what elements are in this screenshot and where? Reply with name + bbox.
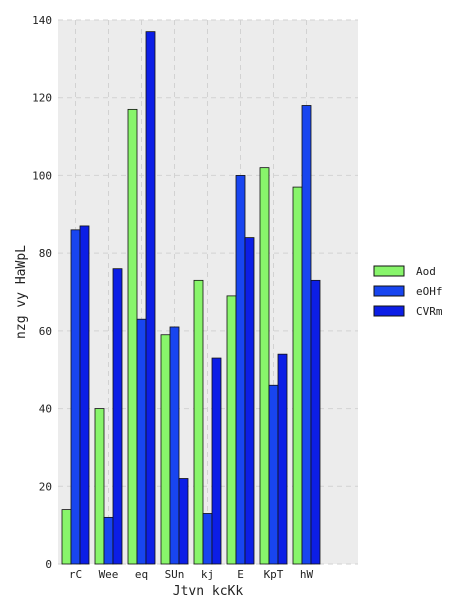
bar-cvrm-sun [178,478,189,565]
bar-aod-kj [193,279,204,565]
legend-swatch-cvrm [373,305,405,317]
y-tick-label: 100 [32,169,52,182]
legend-swatch-eohf [373,285,405,297]
bar-eohf-wee [103,516,114,565]
x-tick-label: rC [69,568,82,581]
bar-eohf-kj [202,513,213,565]
bar-eohf-kpt [268,384,279,565]
legend-label-cvrm: CVRm [416,305,443,318]
y-tick-label: 20 [39,480,52,493]
y-axis-label: nzg vy HaWpL [14,245,29,339]
bar-cvrm-e [244,237,255,565]
x-tick-label: KpT [264,568,284,581]
bar-cvrm-rc [79,225,90,565]
x-tick-label: eq [135,568,148,581]
y-tick-label: 40 [39,403,52,416]
x-tick-label: SUn [165,568,185,581]
bars-group [61,31,321,565]
x-tick-label: hW [300,568,314,581]
legend-label-eohf: eOHf [416,285,443,298]
x-axis-ticks: rC Wee eq SUn kj E KpT hW [69,568,314,581]
legend: Aod eOHf CVRm [373,265,443,318]
bar-cvrm-kj [211,357,222,565]
bar-eohf-e [235,175,246,565]
bar-eohf-sun [169,326,180,565]
bar-eohf-eq [136,318,147,565]
bar-aod-wee [94,408,105,565]
bar-eohf-rc [70,229,81,565]
legend-swatch-aod [373,265,405,277]
bar-aod-kpt [259,167,270,565]
y-tick-label: 0 [45,558,52,571]
bar-aod-e [226,295,237,565]
legend-label-aod: Aod [416,265,436,278]
bar-aod-sun [160,334,171,565]
y-tick-label: 140 [32,14,52,27]
bar-aod-rc [61,509,72,565]
bar-cvrm-eq [145,31,156,565]
x-axis-label: Jtvn kcKk [173,584,244,599]
x-tick-label: E [237,568,244,581]
bar-eohf-hw [301,105,312,565]
y-axis-ticks: 0 20 40 60 80 100 120 140 [32,14,52,571]
y-tick-label: 60 [39,325,52,338]
y-tick-label: 80 [39,247,52,260]
bar-cvrm-hw [310,279,321,565]
bar-cvrm-kpt [277,353,288,565]
y-tick-label: 120 [32,92,52,105]
x-tick-label: kj [201,568,214,581]
bar-cvrm-wee [112,268,123,565]
bar-aod-hw [292,186,303,565]
bar-aod-eq [127,108,138,565]
x-tick-label: Wee [99,568,119,581]
